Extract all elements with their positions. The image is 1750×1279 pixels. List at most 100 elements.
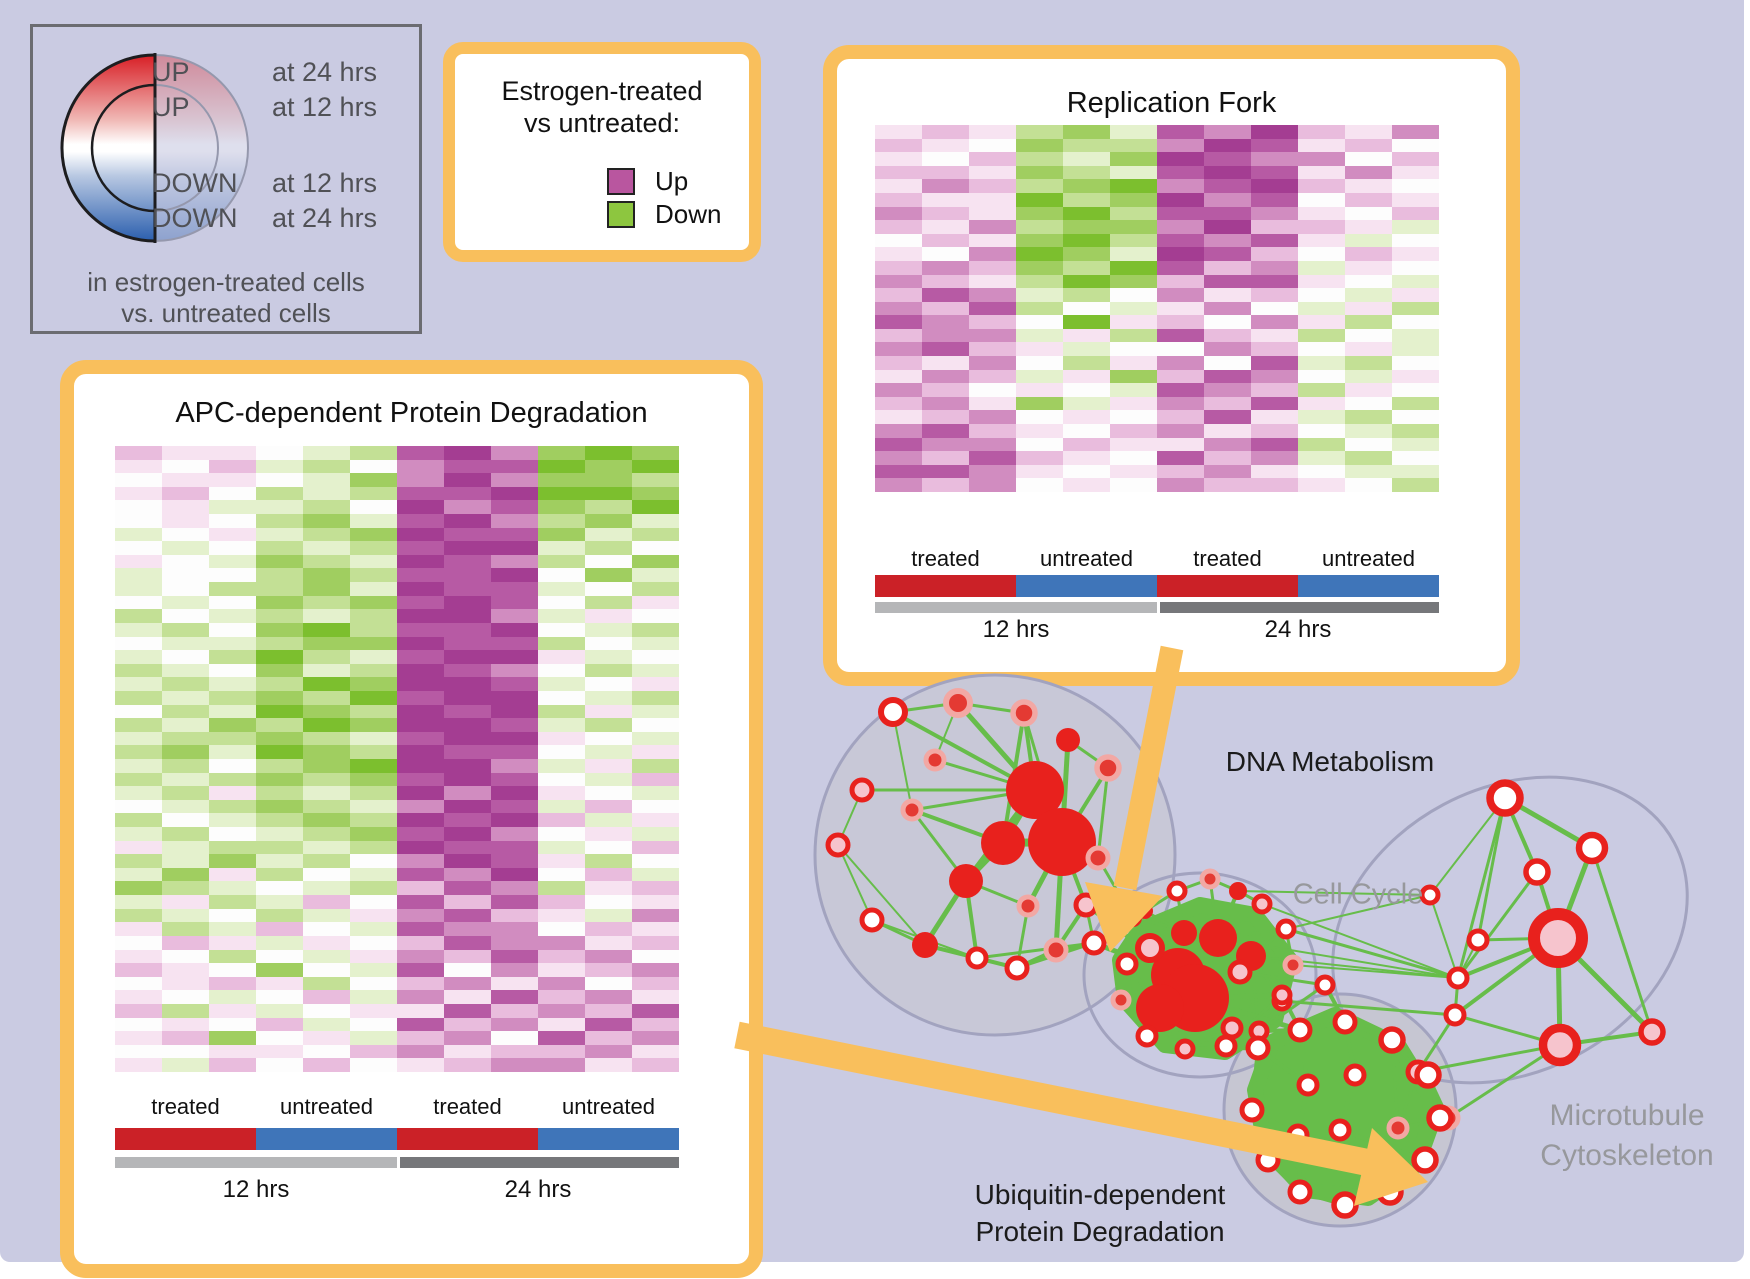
- heatmap-cell: [303, 854, 350, 868]
- heatmap-cell: [1016, 138, 1063, 153]
- heatmap-cell: [350, 650, 397, 664]
- heatmap-cell: [162, 1003, 209, 1018]
- heatmap-cell: [875, 192, 922, 207]
- heatmap-cell: [397, 514, 444, 528]
- heatmap-cell: [1204, 464, 1251, 479]
- heatmap-cell: [1345, 260, 1392, 275]
- heatmap-cell: [444, 922, 491, 936]
- heatmap-cell: [1345, 152, 1392, 166]
- condition-label: treated: [911, 546, 980, 571]
- heatmap-cell: [162, 759, 209, 773]
- heatmap-cell: [162, 459, 209, 474]
- heatmap-cell: [115, 786, 162, 800]
- heatmap-cell: [969, 396, 1016, 411]
- heatmap-cell: [256, 473, 303, 487]
- network-edge: [1093, 940, 1179, 978]
- heatmap-cell: [1204, 152, 1251, 166]
- network-edge: [1250, 954, 1294, 967]
- heatmap-cell: [397, 663, 444, 678]
- panel-to-cluster-arrow: [734, 1021, 1373, 1177]
- heatmap-cell: [303, 881, 350, 896]
- heatmap-cell: [350, 935, 397, 950]
- heatmap-cell: [162, 609, 209, 623]
- heatmap-cell: [491, 663, 538, 678]
- network-edge: [1457, 936, 1559, 980]
- heatmap-cell: [1063, 274, 1110, 289]
- heatmap-cell: [256, 1031, 303, 1045]
- heatmap-cell: [397, 486, 444, 501]
- heatmap-cell: [162, 1058, 209, 1072]
- network-node-white: [1343, 1063, 1367, 1087]
- heatmap-cell: [303, 554, 350, 569]
- heatmap-cell: [969, 274, 1016, 289]
- heatmap-cell: [538, 772, 585, 787]
- network-edge: [1390, 1039, 1420, 1073]
- time-24-bar-segment: [397, 1157, 679, 1168]
- heatmap-cell: [1016, 328, 1063, 343]
- heatmap-cell: [632, 759, 679, 773]
- network-node-solid: [1151, 948, 1205, 1002]
- heatmap-cell: [1110, 233, 1157, 248]
- heatmap-cell: [632, 813, 679, 828]
- heatmap-cell: [397, 677, 444, 691]
- heatmap-cell: [350, 459, 397, 474]
- heatmap-cell: [115, 908, 162, 923]
- network-node-pink: [1538, 1023, 1582, 1067]
- heatmap-cell: [162, 867, 209, 882]
- heatmap-cell: [115, 895, 162, 909]
- rf-time-labels: 12 hrs 24 hrs: [875, 616, 1439, 644]
- heatmap-cell: [444, 867, 491, 882]
- network-node-solid: [912, 932, 938, 958]
- heatmap-cell: [1251, 356, 1298, 370]
- heatmap-cell: [1110, 451, 1157, 465]
- heatmap-cell: [350, 473, 397, 487]
- heatmap-cell: [444, 486, 491, 501]
- heatmap-cell: [115, 827, 162, 841]
- network-edge: [1250, 1047, 1260, 1111]
- heatmap-cell: [922, 288, 969, 302]
- heatmap-cell: [538, 827, 585, 841]
- heatmap-cell: [303, 799, 350, 814]
- heatmap-cell: [115, 514, 162, 528]
- heatmap-cell: [1392, 396, 1439, 411]
- heatmap-cell: [1110, 342, 1157, 357]
- heatmap-cell: [444, 473, 491, 487]
- heatmap-cell: [303, 922, 350, 936]
- heatmap-cell: [491, 731, 538, 746]
- network-edge: [1299, 1020, 1346, 1032]
- heatmap-cell: [1392, 478, 1439, 492]
- heatmap-cell: [350, 867, 397, 882]
- heatmap-cell: [303, 541, 350, 555]
- network-edge: [1194, 992, 1283, 1001]
- heatmap-cell: [1016, 410, 1063, 425]
- heatmap-cell: [969, 138, 1016, 153]
- heatmap-cell: [632, 963, 679, 977]
- heatmap-cell: [969, 383, 1016, 397]
- apc-time-bar: [115, 1157, 679, 1168]
- network-node-white: [1419, 884, 1441, 906]
- heatmap-cell: [1016, 125, 1063, 139]
- color-key-title-line2: vs untreated:: [523, 108, 681, 138]
- heatmap-cell: [256, 745, 303, 759]
- heatmap-cell: [209, 500, 256, 515]
- heatmap-cell: [256, 867, 303, 882]
- heatmap-cell: [1345, 138, 1392, 153]
- heatmap-cell: [1110, 125, 1157, 139]
- treated-bar-segment: [397, 1128, 538, 1150]
- heatmap-cell: [632, 799, 679, 814]
- heatmap-cell: [444, 500, 491, 515]
- heatmap-cell: [1157, 301, 1204, 316]
- heatmap-cell: [1110, 396, 1157, 411]
- heatmap-cell: [115, 731, 162, 746]
- heatmap-cell: [632, 636, 679, 651]
- network-edge: [1250, 1109, 1270, 1161]
- heatmap-cell: [397, 963, 444, 977]
- heatmap-cell: [1345, 206, 1392, 221]
- network-edge: [1250, 955, 1459, 979]
- updown-ring-icon: [60, 53, 249, 243]
- heatmap-cell: [350, 759, 397, 773]
- heatmap-cell: [1345, 179, 1392, 193]
- network-edge: [957, 701, 1025, 715]
- heatmap-cell: [397, 895, 444, 909]
- heatmap-cell: [350, 976, 397, 991]
